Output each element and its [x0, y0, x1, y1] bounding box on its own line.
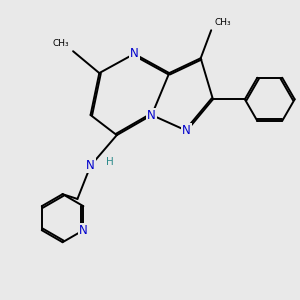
Text: H: H: [106, 157, 114, 167]
Text: N: N: [147, 109, 156, 122]
Text: N: N: [79, 224, 88, 237]
Text: N: N: [182, 124, 191, 137]
Text: N: N: [86, 159, 95, 172]
Text: N: N: [130, 47, 139, 60]
Text: CH₃: CH₃: [53, 39, 70, 48]
Text: CH₃: CH₃: [215, 18, 231, 27]
